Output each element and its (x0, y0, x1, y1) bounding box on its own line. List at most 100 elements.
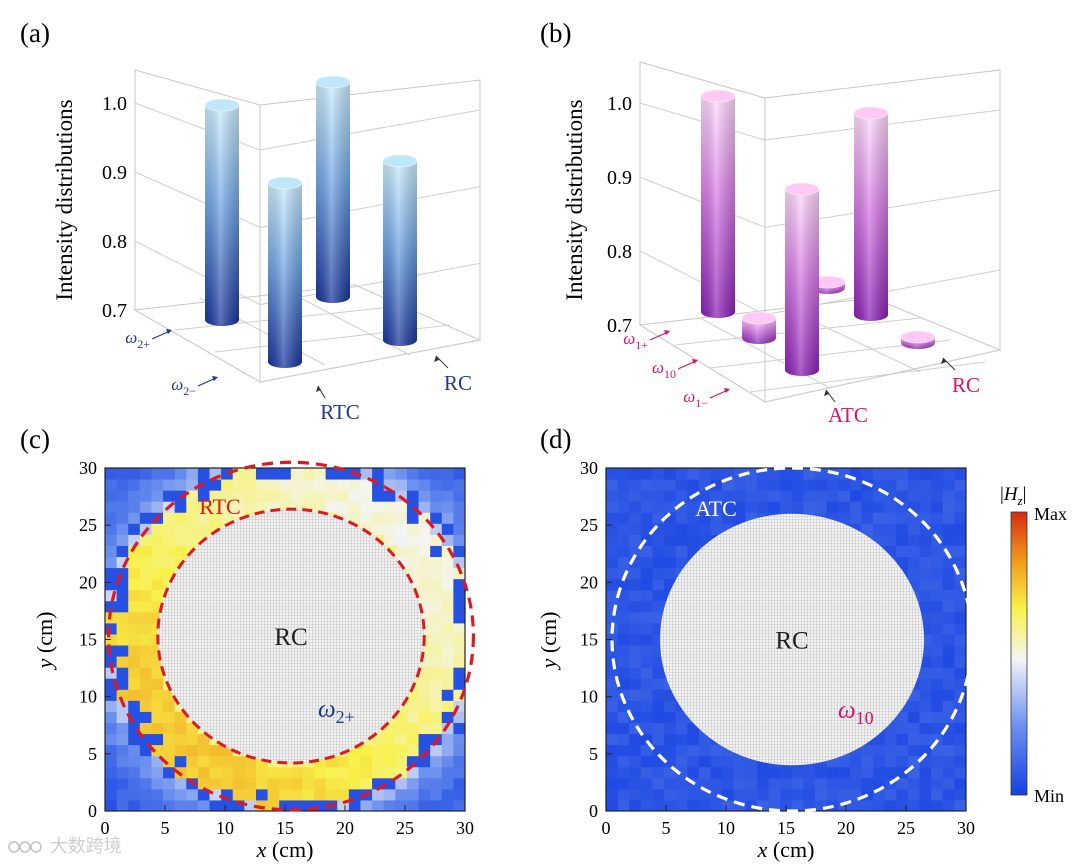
heatmap-cell (640, 633, 653, 646)
heatmap-cell (791, 766, 804, 779)
heatmap-cell (722, 788, 735, 801)
heatmap-cell (395, 479, 408, 491)
heatmap-cell (896, 766, 909, 779)
heatmap-cell (255, 766, 269, 779)
heatmap-cell (919, 479, 932, 491)
heatmap-cell (430, 600, 443, 613)
heatmap-cell (406, 567, 420, 580)
heatmap-cell (931, 468, 944, 480)
heatmap-cell (267, 799, 280, 811)
heatmap-cell (151, 777, 164, 790)
heatmap-cell (815, 479, 828, 491)
heatmap-cell (896, 799, 909, 811)
heatmap-cell (884, 755, 897, 768)
heatmap-cell (418, 468, 431, 480)
heatmap-cell (640, 733, 653, 746)
heatmap-cell (128, 479, 141, 491)
panel-label-b: (b) (540, 18, 571, 48)
heatmap-cell (652, 744, 665, 757)
heatmap-cell (441, 490, 454, 502)
heatmap-cell (348, 490, 361, 502)
heatmap-cell (105, 755, 118, 768)
heatmap-cell (186, 722, 199, 735)
heatmap-cell (139, 512, 152, 524)
y-tick-label: 30 (580, 458, 598, 478)
heatmap-cell (745, 490, 758, 502)
heatmap-cell (756, 777, 770, 790)
heatmap-cell (279, 788, 292, 801)
heatmap-cell (815, 501, 828, 513)
row-label-arrow (151, 330, 171, 340)
heatmap-cell (325, 479, 338, 491)
heatmap-cell (698, 755, 712, 768)
heatmap-cell (290, 501, 303, 513)
heatmap-cell (430, 799, 443, 811)
row-label: ω10 (652, 358, 676, 381)
heatmap-cell (221, 479, 234, 491)
column-label-arrow (435, 355, 449, 369)
heatmap-panel-c: 0 5 10 15 20 25 30 0 5 10 15 20 25 30 x (cm) y (cm) R… (32, 458, 475, 862)
heatmap-cell (873, 512, 886, 524)
heatmap-cell (942, 667, 955, 679)
heatmap-cell (826, 490, 839, 502)
heatmap-cell (418, 667, 431, 679)
heatmap-cell (954, 755, 966, 768)
heatmap-cell (606, 556, 619, 569)
heatmap-cell (267, 479, 280, 491)
heatmap-cell (383, 479, 396, 491)
heatmap-cell (337, 788, 350, 801)
heatmap-cell (849, 512, 862, 524)
heatmap-cell (780, 468, 793, 480)
heatmap-cell (629, 700, 642, 712)
heatmap-cell (896, 722, 909, 735)
heatmap-cell (290, 788, 303, 801)
heatmap-cell (395, 534, 408, 546)
heatmap-cell (606, 755, 619, 768)
y-tick-label: 5 (589, 744, 598, 764)
heatmap-cell (174, 501, 187, 513)
heatmap-cell (453, 755, 465, 768)
heatmap-cell (640, 711, 653, 723)
heatmap-cell (652, 512, 665, 524)
heatmap-cell (453, 766, 465, 779)
heatmap-cell (453, 788, 465, 801)
heatmap-cell (255, 799, 269, 811)
heatmap-cell (919, 711, 932, 723)
heatmap-cell (698, 733, 712, 746)
heatmap-cell (290, 479, 303, 491)
x-tick-label: 5 (662, 818, 671, 838)
heatmap-cell (418, 766, 431, 779)
heatmap-cell (873, 777, 886, 790)
heatmap-cell (942, 722, 955, 735)
heatmap-cell (954, 766, 966, 779)
heatmap-cell (954, 733, 966, 746)
heatmap-cell (791, 468, 804, 480)
heatmap-cell (640, 700, 653, 712)
heatmap-cell (675, 799, 688, 811)
heatmap-cell (337, 468, 350, 480)
heatmap-cell (360, 799, 373, 811)
heatmap-cell (453, 777, 465, 790)
heatmap-cell (652, 622, 665, 635)
heatmap-cell (640, 578, 653, 591)
heatmap-cell (406, 689, 420, 701)
bar-top (382, 154, 418, 168)
rc-label: RC (775, 628, 808, 655)
heatmap-cell (907, 501, 921, 513)
heatmap-cell (629, 656, 642, 668)
heatmap-cell (395, 755, 408, 768)
heatmap-cell (128, 490, 141, 502)
heatmap-cell (430, 766, 443, 779)
heatmap-cell (395, 501, 408, 513)
heatmap-cell (314, 766, 327, 779)
heatmap-cell (896, 788, 909, 801)
heatmap-cell (221, 799, 234, 811)
heatmap-cell (163, 777, 176, 790)
z-tick-label: 0.9 (102, 162, 127, 184)
heatmap-cell (768, 479, 781, 491)
heatmap-cell (453, 633, 465, 646)
heatmap-cell (931, 744, 944, 757)
heatmap-cell (710, 468, 723, 480)
heatmap-cell (116, 777, 129, 790)
